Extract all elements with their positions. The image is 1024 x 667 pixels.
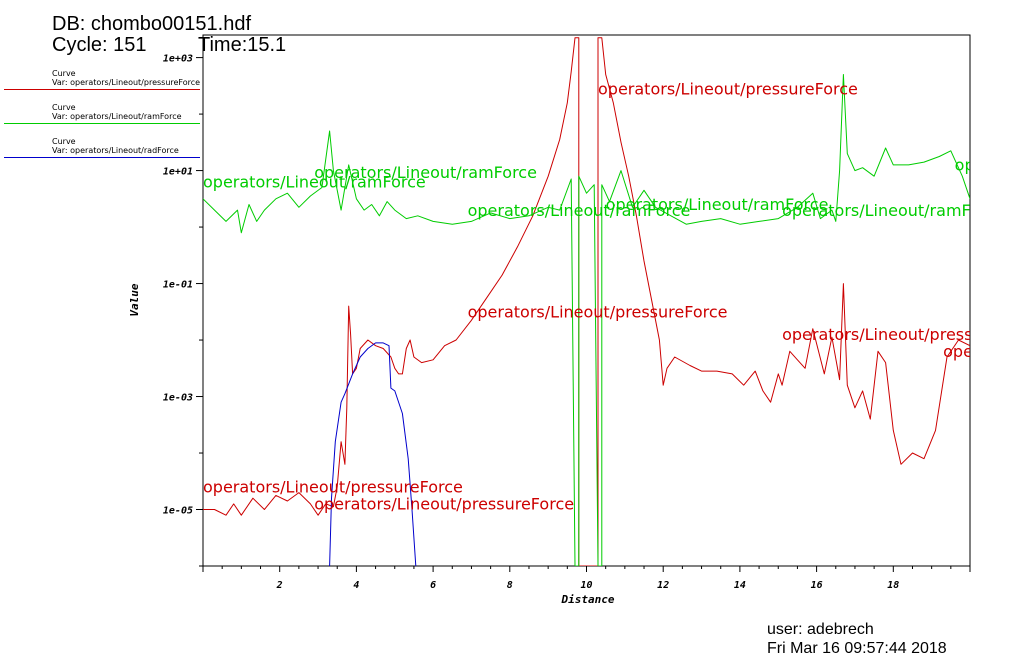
- curve-label: operators/Lineout/ramForce: [203, 173, 426, 192]
- series-line-pressure-force: [203, 37, 970, 566]
- x-tick-label: 16: [811, 580, 823, 591]
- time-label: Time:15.1: [198, 34, 287, 56]
- legend-item-rad-force: Curve Var: operators/Lineout/radForce: [4, 137, 200, 167]
- legend-swatch-line: [4, 123, 200, 124]
- curve-label: operators/Lineout/pressureForce: [943, 342, 1024, 361]
- x-tick-label: 6: [430, 580, 436, 591]
- curve-label: operators/Lineout/pressureForce: [782, 325, 1024, 344]
- curve-label: operators/Lineout/pressureForce: [468, 302, 728, 321]
- curve-label: operators/Lineout/ramForce: [955, 156, 1024, 175]
- legend-swatch-line: [4, 89, 200, 90]
- y-tick-label: 1e-05: [163, 506, 193, 517]
- series-line-ram-force: [203, 74, 970, 566]
- cycle-label: Cycle: 151: [52, 34, 147, 56]
- legend-item-var: Var: operators/Lineout/radForce: [52, 146, 179, 155]
- curve-label: operators/Lineout/pressureForce: [203, 478, 463, 497]
- y-axis-title: Value: [128, 283, 141, 316]
- curve-label: operators/Lineout/ramForce: [314, 163, 537, 182]
- y-tick-label: 1e-03: [163, 393, 193, 404]
- x-tick-label: 2: [276, 580, 283, 591]
- legend-item-ram-force: Curve Var: operators/Lineout/ramForce: [4, 103, 200, 133]
- x-tick-label: 12: [657, 580, 669, 591]
- legend-item-kind: Curve: [52, 103, 76, 112]
- y-tick-label: 1e+03: [163, 54, 193, 65]
- series-line-rad-force: [329, 342, 417, 566]
- y-tick-label: 1e+01: [163, 167, 193, 178]
- curve-label: operators/Lineout/pressureForce: [314, 495, 574, 514]
- y-tick-label: 1e-01: [163, 280, 193, 291]
- legend-item-var: Var: operators/Lineout/pressureForce: [52, 78, 201, 87]
- legend-swatch-line: [4, 157, 200, 158]
- curve-label: operators/Lineout/ramForce: [782, 201, 1005, 220]
- legend-item-var: Var: operators/Lineout/ramForce: [52, 112, 182, 121]
- x-tick-label: 10: [580, 580, 592, 591]
- x-tick-label: 14: [734, 580, 746, 591]
- legend-item-kind: Curve: [52, 137, 76, 146]
- curve-label: operators/Lineout/ramForce: [468, 201, 691, 220]
- database-title: DB: chombo00151.hdf: [52, 13, 252, 35]
- x-tick-label: 4: [353, 580, 359, 591]
- curve-label: operators/Lineout/pressureForce: [598, 79, 858, 98]
- x-tick-label: 18: [887, 580, 899, 591]
- timestamp: Fri Mar 16 09:57:44 2018: [767, 640, 947, 657]
- legend-item-kind: Curve: [52, 69, 76, 78]
- curve-label: operators/Lineout/ramForce: [606, 195, 829, 214]
- user-label: user: adebrech: [767, 621, 874, 638]
- x-tick-label: 8: [507, 580, 513, 591]
- x-axis-title: Distance: [561, 593, 615, 606]
- legend-item-pressure-force: Curve Var: operators/Lineout/pressureFor…: [4, 69, 200, 99]
